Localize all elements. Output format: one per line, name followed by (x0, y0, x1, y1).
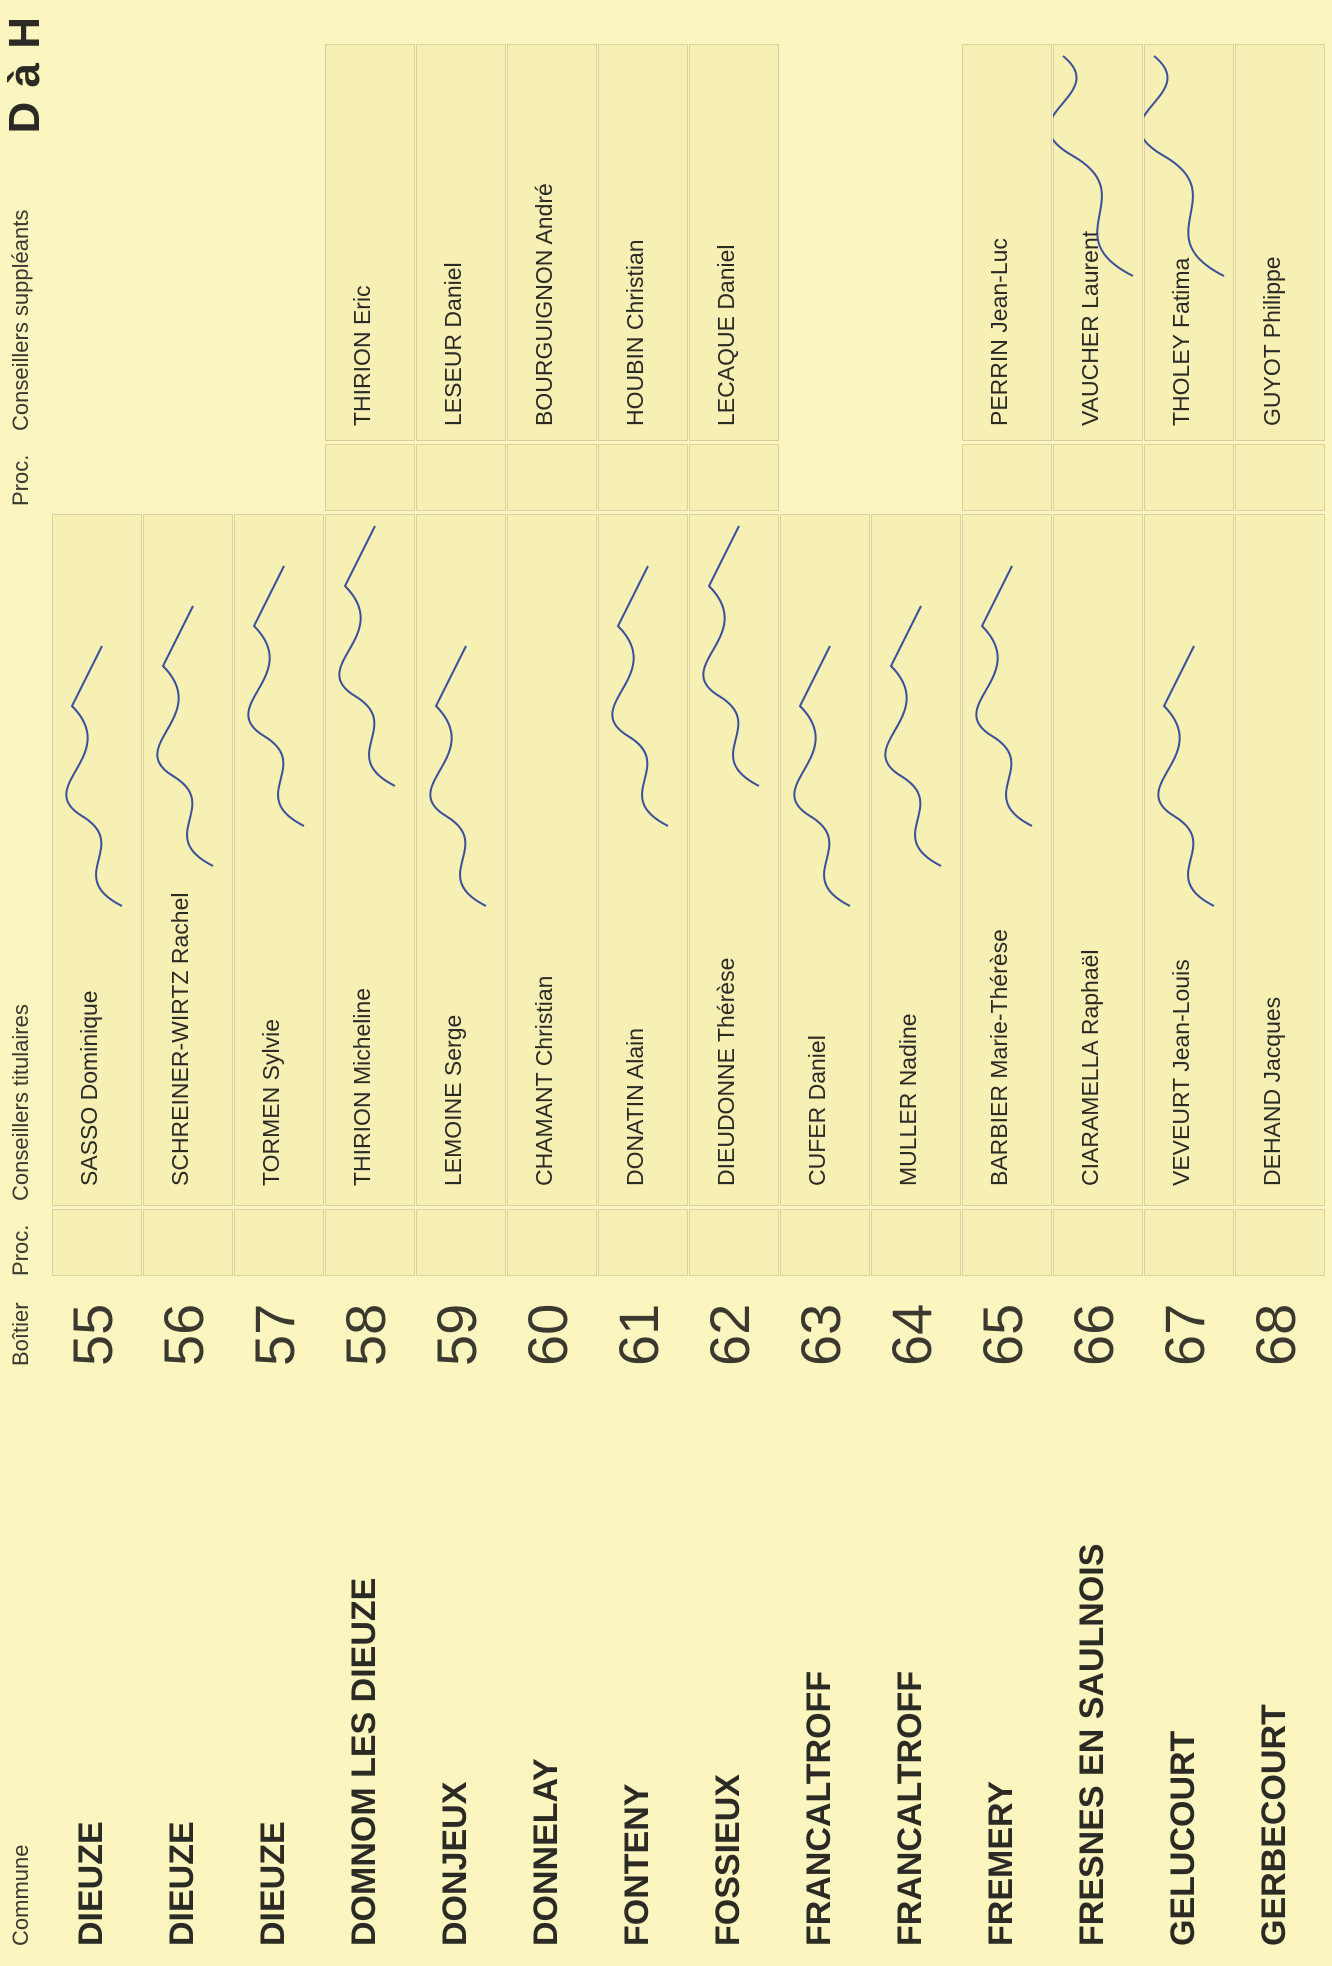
suppleant-name: GUYOT Philippe (1259, 256, 1286, 426)
commune-name: GERBECOURT (1255, 1386, 1294, 1946)
suppleant-name: VAUCHER Laurent (1077, 231, 1104, 426)
table-row: DOMNOM LES DIEUZE 58 THIRION Micheline THIR… (325, 0, 415, 1966)
proc-box-titulaire (507, 1209, 597, 1276)
commune-name: DIEUZE (254, 1386, 293, 1946)
suppleant-name: PERRIN Jean-Luc (986, 238, 1013, 426)
commune-name: FOSSIEUX (709, 1386, 748, 1946)
page-title: D à H (0, 16, 50, 133)
boitier-number: 68 (1243, 1306, 1308, 1366)
table-row: DIEUZE 56 SCHREINER-WIRTZ Rachel (143, 0, 233, 1966)
commune-name: FONTENY (618, 1386, 657, 1946)
proc-box-suppleant (1235, 444, 1325, 511)
proc-box-suppleant (598, 444, 688, 511)
boitier-number: 58 (333, 1306, 398, 1366)
proc-box-titulaire (780, 1209, 870, 1276)
suppleant-name: BOURGUIGNON André (531, 183, 558, 426)
suppleant-name: LESEUR Daniel (440, 262, 467, 426)
boitier-number: 65 (970, 1306, 1035, 1366)
boitier-number: 64 (879, 1306, 944, 1366)
proc-box-titulaire (871, 1209, 961, 1276)
header-titulaires: Conseillers titulaires (8, 1004, 34, 1201)
table-row: DONJEUX 59 LEMOINE Serge LESEUR Daniel (416, 0, 506, 1966)
titulaire-name: BARBIER Marie-Thérèse (986, 929, 1013, 1186)
suppleant-name: LECAQUE Daniel (713, 244, 740, 426)
titulaire-name: LEMOINE Serge (440, 1015, 467, 1186)
suppleant-name: HOUBIN Christian (622, 239, 649, 426)
boitier-number: 67 (1152, 1306, 1217, 1366)
commune-name: DIEUZE (163, 1386, 202, 1946)
boitier-number: 66 (1061, 1306, 1126, 1366)
proc-box-titulaire (416, 1209, 506, 1276)
table-row: DIEUZE 57 TORMEN Sylvie (234, 0, 324, 1966)
proc-box-titulaire (234, 1209, 324, 1276)
proc-box-titulaire (52, 1209, 142, 1276)
table-row: DONNELAY 60 CHAMANT Christian BOURGUIGNON A… (507, 0, 597, 1966)
commune-name: FRANCALTROFF (800, 1386, 839, 1946)
commune-name: FRANCALTROFF (891, 1386, 930, 1946)
titulaire-name: CHAMANT Christian (531, 976, 558, 1186)
header-commune: Commune (8, 1845, 34, 1946)
header-proc-suppleants: Proc. (8, 455, 34, 506)
commune-name: FRESNES EN SAULNOIS (1073, 1386, 1112, 1946)
boitier-number: 56 (151, 1306, 216, 1366)
boitier-number: 59 (424, 1306, 489, 1366)
proc-box-titulaire (689, 1209, 779, 1276)
boitier-number: 62 (697, 1306, 762, 1366)
proc-box-titulaire (143, 1209, 233, 1276)
table-row: GERBECOURT 68 DEHAND Jacques GUYOT Philippe (1235, 0, 1325, 1966)
table-row: FRESNES EN SAULNOIS 66 CIARAMELLA Raphaël V… (1053, 0, 1143, 1966)
boitier-number: 60 (515, 1306, 580, 1366)
proc-box-titulaire (598, 1209, 688, 1276)
boitier-number: 57 (242, 1306, 307, 1366)
table-row: FONTENY 61 DONATIN Alain HOUBIN Christian (598, 0, 688, 1966)
table-row: DIEUZE 55 SASSO Dominique (52, 0, 142, 1966)
proc-box-suppleant (962, 444, 1052, 511)
proc-box-suppleant (416, 444, 506, 511)
titulaire-name: THIRION Micheline (349, 988, 376, 1186)
titulaire-name: DONATIN Alain (622, 1028, 649, 1186)
titulaire-name: SCHREINER-WIRTZ Rachel (167, 893, 194, 1187)
proc-box-suppleant (325, 444, 415, 511)
titulaire-name: MULLER Nadine (895, 1013, 922, 1186)
titulaire-name: DIEUDONNE Thérèse (713, 958, 740, 1186)
suppleant-name: THOLEY Fatima (1168, 258, 1195, 426)
commune-name: GELUCOURT (1164, 1386, 1203, 1946)
table-row: FREMERY 65 BARBIER Marie-Thérèse PERRIN Jea… (962, 0, 1052, 1966)
proc-box-suppleant (1144, 444, 1234, 511)
titulaire-name: DEHAND Jacques (1259, 997, 1286, 1186)
proc-box-suppleant (689, 444, 779, 511)
commune-name: DOMNOM LES DIEUZE (345, 1386, 384, 1946)
proc-box-titulaire (1053, 1209, 1143, 1276)
titulaire-name: VEVEURT Jean-Louis (1168, 959, 1195, 1186)
proc-box-titulaire (325, 1209, 415, 1276)
titulaire-name: CIARAMELLA Raphaël (1077, 949, 1104, 1186)
proc-box-suppleant (507, 444, 597, 511)
proc-box-titulaire (1235, 1209, 1325, 1276)
boitier-number: 61 (606, 1306, 671, 1366)
boitier-number: 63 (788, 1306, 853, 1366)
proc-box-titulaire (962, 1209, 1052, 1276)
titulaire-name: SASSO Dominique (76, 990, 103, 1186)
table-row: GELUCOURT 67 VEVEURT Jean-Louis THOLEY Fati… (1144, 0, 1234, 1966)
titulaire-name: CUFER Daniel (804, 1035, 831, 1186)
commune-name: DONJEUX (436, 1386, 475, 1946)
commune-name: DONNELAY (527, 1386, 566, 1946)
commune-name: FREMERY (982, 1386, 1021, 1946)
header-boitier: Boîtier (8, 1302, 34, 1366)
table-row: FRANCALTROFF 63 CUFER Daniel (780, 0, 870, 1966)
suppleant-name: THIRION Eric (349, 285, 376, 426)
table-row: FOSSIEUX 62 DIEUDONNE Thérèse LECAQUE Danie… (689, 0, 779, 1966)
proc-box-suppleant (1053, 444, 1143, 511)
table-row: FRANCALTROFF 64 MULLER Nadine (871, 0, 961, 1966)
header-proc-titulaires: Proc. (8, 1225, 34, 1276)
commune-name: DIEUZE (72, 1386, 111, 1946)
proc-box-titulaire (1144, 1209, 1234, 1276)
boitier-number: 55 (60, 1306, 125, 1366)
titulaire-name: TORMEN Sylvie (258, 1019, 285, 1186)
header-suppleants: Conseillers suppléants (8, 210, 34, 431)
